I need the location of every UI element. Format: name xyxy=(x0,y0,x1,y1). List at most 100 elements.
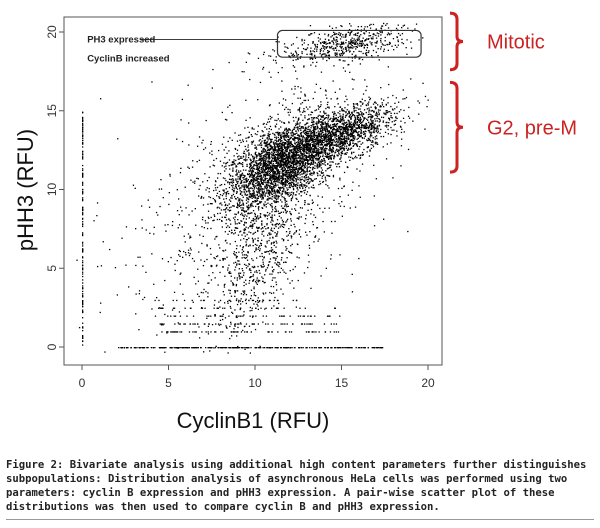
data-point xyxy=(302,172,305,174)
data-point xyxy=(301,140,303,142)
data-point xyxy=(354,138,356,140)
data-point xyxy=(264,151,266,153)
data-point xyxy=(280,259,283,261)
data-point xyxy=(289,109,291,111)
data-point xyxy=(313,117,316,119)
data-point xyxy=(400,109,402,111)
data-point xyxy=(313,118,315,120)
data-point xyxy=(264,225,266,228)
data-point xyxy=(310,124,312,127)
data-point xyxy=(403,131,405,133)
data-point xyxy=(280,143,282,145)
data-point xyxy=(359,127,361,130)
data-point xyxy=(321,138,323,140)
data-point xyxy=(231,229,233,231)
data-point xyxy=(306,146,308,148)
data-point xyxy=(296,154,298,156)
data-point xyxy=(274,176,276,178)
data-point xyxy=(258,169,260,171)
data-points xyxy=(76,22,429,354)
data-point xyxy=(267,189,269,191)
data-point xyxy=(259,161,262,164)
data-point xyxy=(309,134,311,136)
data-point xyxy=(374,114,377,116)
data-point xyxy=(276,173,278,175)
data-point xyxy=(266,128,268,130)
data-point xyxy=(284,128,286,131)
data-point xyxy=(350,139,352,141)
data-point xyxy=(350,118,352,120)
data-point xyxy=(294,151,296,154)
data-point xyxy=(346,126,348,128)
data-point xyxy=(232,179,235,181)
data-point xyxy=(338,146,340,148)
data-point xyxy=(347,137,349,140)
data-point xyxy=(266,144,268,146)
data-point xyxy=(292,152,294,154)
data-point xyxy=(381,116,383,118)
data-point xyxy=(363,117,365,119)
data-point xyxy=(247,179,249,181)
data-point xyxy=(379,105,382,107)
data-point xyxy=(285,205,287,207)
data-point xyxy=(404,98,406,100)
data-point xyxy=(337,103,339,105)
data-point xyxy=(374,123,376,125)
data-point xyxy=(267,167,270,169)
data-point xyxy=(352,135,354,137)
data-point xyxy=(272,220,274,222)
data-point xyxy=(319,144,321,146)
data-point xyxy=(282,157,284,160)
data-point xyxy=(318,120,320,122)
data-point xyxy=(274,193,277,195)
data-point xyxy=(339,142,341,144)
data-point xyxy=(294,167,296,169)
data-point xyxy=(203,351,205,353)
data-point xyxy=(356,107,358,109)
data-point xyxy=(297,170,299,172)
data-point xyxy=(297,58,299,60)
data-point xyxy=(299,151,301,153)
data-point xyxy=(231,164,234,166)
data-point xyxy=(232,186,234,188)
data-point xyxy=(280,162,282,164)
data-point xyxy=(248,152,250,154)
data-point xyxy=(351,127,353,129)
data-point xyxy=(270,175,272,178)
data-point xyxy=(302,165,304,167)
data-point xyxy=(269,183,272,185)
data-point xyxy=(300,55,302,58)
data-point xyxy=(356,34,358,37)
data-point xyxy=(316,46,318,48)
data-point xyxy=(347,136,349,138)
data-point xyxy=(225,214,227,216)
data-point xyxy=(313,149,315,151)
data-point xyxy=(370,106,372,108)
data-point xyxy=(313,138,315,140)
data-point xyxy=(288,140,290,142)
data-point xyxy=(276,171,279,173)
data-point xyxy=(272,132,274,135)
data-point xyxy=(318,139,320,142)
data-point xyxy=(238,263,240,265)
data-point xyxy=(259,175,261,177)
data-point xyxy=(339,113,341,115)
data-point xyxy=(300,140,302,142)
data-point xyxy=(321,148,323,150)
data-point xyxy=(310,178,312,180)
data-point xyxy=(340,157,342,159)
data-point xyxy=(365,130,367,133)
data-point xyxy=(304,138,306,141)
data-point xyxy=(273,50,276,52)
data-point xyxy=(277,144,279,146)
data-point xyxy=(339,147,341,149)
data-point xyxy=(268,128,270,130)
data-point xyxy=(307,163,309,165)
data-point xyxy=(310,172,313,174)
data-point xyxy=(311,156,313,158)
data-point xyxy=(357,118,359,121)
data-point xyxy=(290,183,292,185)
data-point xyxy=(239,134,242,136)
data-point xyxy=(312,131,315,133)
data-point xyxy=(281,145,283,147)
